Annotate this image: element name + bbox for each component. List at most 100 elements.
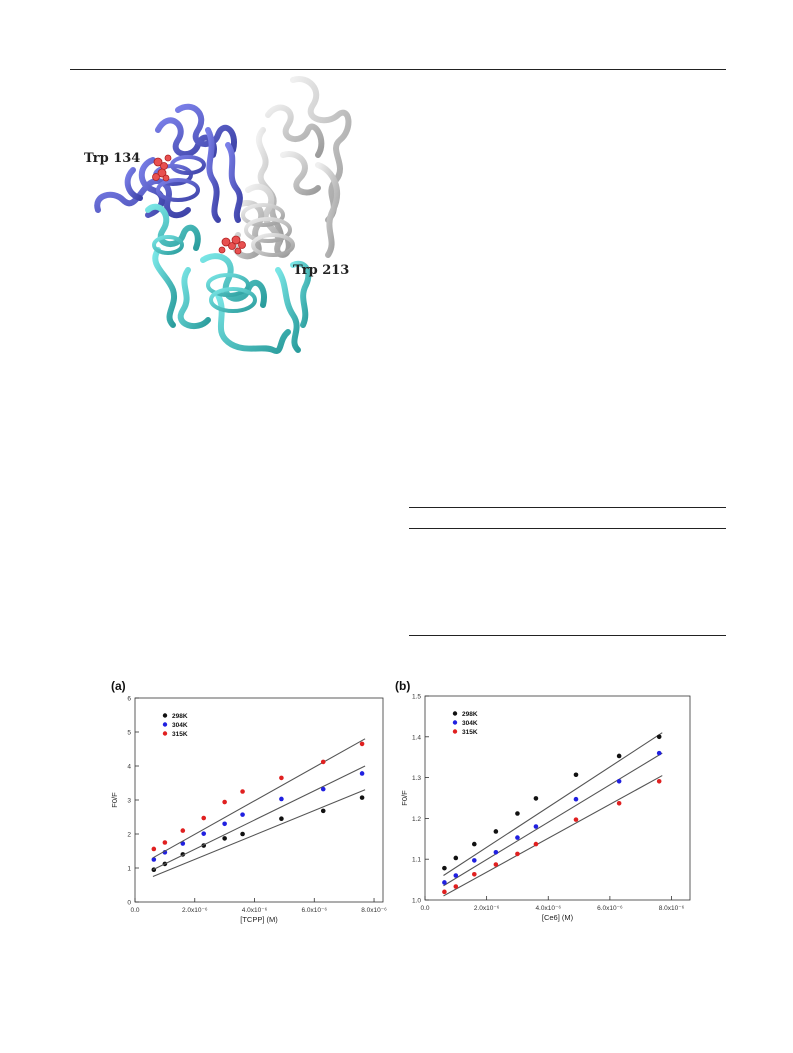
data-point-304K [180,841,186,846]
y-tick-label: 1.1 [412,857,421,864]
data-point-315K [180,828,186,833]
blue-domain [94,103,243,223]
data-point-315K [493,862,499,867]
data-point-304K [533,824,539,829]
table-top-rule [409,507,726,508]
data-point-304K [222,821,227,827]
data-point-304K [573,796,579,802]
y-tick-label: 6 [127,696,131,703]
legend-marker-315K [452,729,458,734]
legend-label: 315K [462,729,478,736]
y-tick-label: 1.2 [412,816,421,823]
stern-volmer-plot-ce6: (b) 0.0 2.0x10⁻⁶ 4.0x10⁻⁶ 6.0x10⁻⁶ 8.0x10⁻⁶ 1.… [395,679,691,922]
y-tick-label: 1.0 [412,898,421,905]
data-point-315K [151,846,157,852]
x-tick-label: 6.0x10⁻⁶ [301,907,327,914]
data-point-304K [240,812,245,817]
data-point-315K [453,884,459,889]
trp134-label: Trp 134 [84,151,140,166]
data-point-298K [279,816,284,821]
y-tick-label: 2 [127,832,131,839]
data-point-298K [320,808,326,814]
fit-line-304K [152,765,366,871]
x-tick-label: 8.0x10⁻⁶ [361,907,387,914]
data-point-304K [320,786,326,792]
trp213-label: Trp 213 [293,263,349,278]
x-axis-label: [TCPP] (M) [240,915,278,924]
y-tick-label: 1.5 [412,694,421,701]
data-point-298K [472,841,477,847]
protein-structure-image: Trp 134 Trp 213 [84,76,352,354]
fit-line-304K [443,752,663,887]
data-point-298K [493,829,499,834]
data-point-304K [442,880,447,885]
x-tick-label: 0.0 [130,907,139,914]
data-point-315K [222,799,227,805]
data-point-315K [442,889,447,895]
panel-label: (a) [111,679,126,693]
data-point-315K [616,801,622,806]
data-point-298K [573,772,579,778]
y-tick-label: 0 [127,900,131,907]
trp213-residue [218,235,246,255]
data-point-298K [442,865,447,871]
legend-marker-304K [452,720,458,725]
data-point-298K [656,734,662,740]
y-axis-label: F0/F [400,790,409,806]
legend-label: 315K [172,731,188,738]
legend-label: 298K [172,713,188,720]
y-axis-label: F0/F [110,792,119,808]
data-point-304K [493,849,499,855]
x-tick-label: 4.0x10⁻⁶ [535,905,561,912]
data-point-304K [151,857,157,862]
y-tick-label: 1 [127,866,131,873]
data-point-298K [533,796,539,801]
trp134-residue [152,154,172,182]
x-tick-label: 0.0 [420,905,429,912]
data-point-315K [573,817,579,822]
data-point-315K [162,840,168,845]
data-point-304K [656,750,662,756]
y-tick-label: 3 [127,798,131,805]
y-tick-label: 5 [127,730,131,737]
legend-marker-298K [162,713,168,718]
data-point-304K [359,771,365,776]
data-point-315K [656,778,662,784]
panel-label: (b) [395,679,410,693]
x-tick-label: 2.0x10⁻⁶ [474,905,500,912]
data-point-298K [616,753,622,759]
fit-line-315K [443,775,663,897]
data-point-315K [359,741,365,747]
legend-label: 298K [462,711,478,718]
legend-marker-298K [452,711,458,716]
grey-domain [231,76,352,260]
x-tick-label: 2.0x10⁻⁶ [182,907,208,914]
data-point-298K [240,831,245,837]
data-point-304K [201,831,207,836]
data-point-298K [222,836,227,841]
legend-marker-304K [162,722,168,727]
data-point-304K [515,835,520,840]
stern-volmer-plot-tcpp: (a) 0.0 2.0x10⁻⁶ 4.0x10⁻⁶ 6.0x10⁻⁶ 8.0x10⁻⁶ 0 1… [110,679,387,924]
data-point-315K [201,815,207,821]
data-point-298K [359,795,365,800]
data-point-315K [320,759,326,765]
data-point-315K [472,871,477,877]
fit-line-298K [152,789,366,878]
fit-line-298K [443,732,663,876]
table-header-rule [409,528,726,529]
data-point-315K [533,841,539,847]
y-tick-label: 1.3 [412,775,421,782]
legend-marker-315K [162,731,168,736]
cyan-domain [145,203,312,354]
x-axis-label: [Ce6] (M) [542,913,574,922]
x-tick-label: 4.0x10⁻⁶ [242,907,268,914]
data-point-315K [515,851,520,857]
table-bottom-rule [409,635,726,636]
data-point-298K [515,811,520,816]
fit-line-315K [152,738,366,859]
x-tick-label: 6.0x10⁻⁶ [597,905,623,912]
plot-frame [424,695,691,901]
data-point-315K [240,789,245,794]
data-point-315K [279,775,284,781]
